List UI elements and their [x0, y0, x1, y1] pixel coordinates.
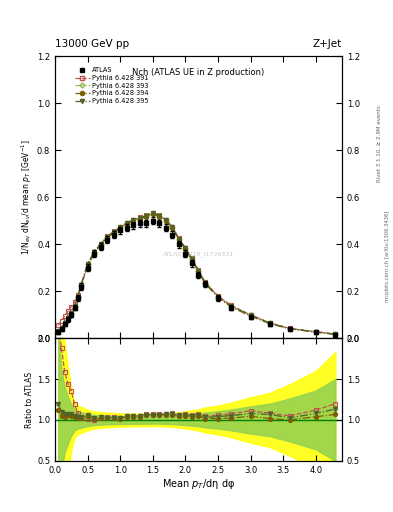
Y-axis label: 1/N$_{ev}$ dN$_{ev}$/d mean $p_{T}$ [GeV$^{-1}$]: 1/N$_{ev}$ dN$_{ev}$/d mean $p_{T}$ [GeV… [20, 139, 34, 255]
Text: ATLAS_2019_I1736531: ATLAS_2019_I1736531 [163, 251, 234, 257]
Text: Z+Jet: Z+Jet [313, 38, 342, 49]
Text: mcplots.cern.ch [arXiv:1306.3436]: mcplots.cern.ch [arXiv:1306.3436] [385, 210, 389, 302]
X-axis label: Mean $p_{T}$/dη dφ: Mean $p_{T}$/dη dφ [162, 477, 235, 492]
Text: 13000 GeV pp: 13000 GeV pp [55, 38, 129, 49]
Legend: ATLAS, Pythia 6.428 391, Pythia 6.428 393, Pythia 6.428 394, Pythia 6.428 395: ATLAS, Pythia 6.428 391, Pythia 6.428 39… [73, 66, 150, 105]
Text: Nch (ATLAS UE in Z production): Nch (ATLAS UE in Z production) [132, 68, 264, 77]
Y-axis label: Ratio to ATLAS: Ratio to ATLAS [25, 371, 34, 428]
Text: Rivet 3.1.10, ≥ 2.9M events: Rivet 3.1.10, ≥ 2.9M events [377, 105, 382, 182]
